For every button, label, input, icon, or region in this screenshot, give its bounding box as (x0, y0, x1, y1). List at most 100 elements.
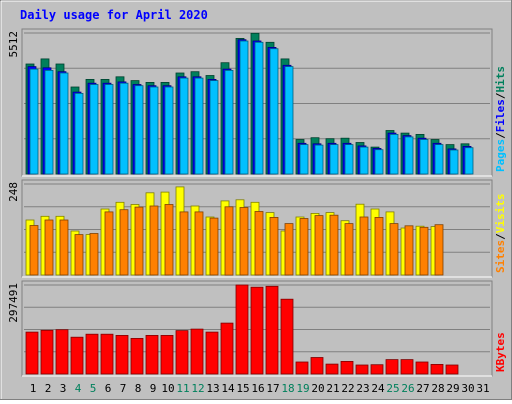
day-label-30: 30 (461, 382, 474, 395)
day-label-5: 5 (90, 382, 97, 395)
bar-pages-day-12 (194, 77, 204, 175)
bar-sites-day-25 (389, 223, 399, 276)
bar-pages-day-2 (44, 70, 54, 175)
bar-pages-day-5 (89, 84, 99, 175)
legend-pages: Pages (494, 139, 507, 172)
y-axis-max-label: 248 (7, 182, 20, 202)
bar-pages-day-29 (449, 149, 459, 175)
bar-pages-day-7 (119, 82, 129, 175)
day-label-17: 17 (266, 382, 279, 395)
bar-kbytes-day-13 (205, 331, 219, 375)
bar-kbytes-day-24 (370, 364, 384, 375)
bar-kbytes-day-22 (340, 360, 354, 375)
bar-kbytes-day-27 (415, 361, 429, 375)
bar-pages-day-25 (389, 133, 399, 175)
bar-sites-day-20 (314, 215, 324, 276)
day-label-26: 26 (401, 382, 414, 395)
bar-pages-day-21 (329, 144, 339, 175)
bar-pages-day-19 (299, 144, 309, 175)
legend-sites: Sites (494, 240, 507, 273)
day-axis-labels: 1 2 3 4 5 6 7 8 9 10 11 12 13 14 15 16 17 18 19 20 21 22 23 24 2… (30, 382, 490, 395)
day-label-28: 28 (431, 382, 444, 395)
bar-sites-day-16 (254, 211, 264, 276)
bar-pages-day-9 (149, 86, 159, 175)
bar-sites-day-21 (329, 214, 339, 276)
day-label-15: 15 (236, 382, 249, 395)
bar-sites-day-9 (149, 205, 159, 276)
day-label-12: 12 (191, 382, 204, 395)
bar-kbytes-day-21 (325, 363, 339, 375)
day-label-11: 11 (176, 382, 189, 395)
bar-kbytes-day-3 (55, 329, 69, 375)
day-label-20: 20 (311, 382, 324, 395)
day-label-4: 4 (75, 382, 82, 395)
bar-kbytes-day-8 (130, 337, 144, 375)
bar-kbytes-day-25 (385, 359, 399, 375)
panel-kbytes: 297491 KBytes (7, 280, 507, 377)
legend-hits: Hits (494, 66, 507, 93)
bar-pages-day-3 (59, 72, 69, 175)
bar-kbytes-day-12 (190, 328, 204, 375)
chart-panels: 5512Pages/Files/Hits248Sites/Visits29749… (7, 28, 507, 377)
day-label-14: 14 (221, 382, 235, 395)
bar-pages-day-4 (74, 93, 84, 175)
bar-pages-day-30 (464, 147, 474, 175)
day-label-1: 1 (30, 382, 37, 395)
bar-kbytes-day-1 (25, 331, 39, 375)
bar-sites-day-18 (284, 223, 294, 276)
bar-pages-day-28 (434, 144, 444, 175)
bar-sites-day-3 (59, 219, 69, 276)
bar-kbytes-day-15 (235, 284, 249, 375)
bar-pages-day-13 (209, 80, 219, 175)
bar-sites-day-13 (209, 217, 219, 276)
y-axis-max-label: 297491 (7, 283, 20, 323)
y-axis-max-label: 5512 (7, 31, 20, 58)
bar-pages-day-22 (344, 144, 354, 175)
bar-kbytes-day-18 (280, 298, 294, 375)
day-label-21: 21 (326, 382, 339, 395)
bar-pages-day-8 (134, 85, 144, 175)
bar-kbytes-day-23 (355, 364, 369, 375)
bar-pages-day-1 (29, 68, 39, 175)
bar-kbytes-day-6 (100, 333, 114, 375)
day-label-8: 8 (135, 382, 142, 395)
bar-sites-day-24 (374, 216, 384, 276)
bar-kbytes-day-5 (85, 333, 99, 375)
bar-kbytes-day-10 (160, 334, 174, 375)
bar-sites-day-26 (404, 225, 414, 276)
bar-sites-day-4 (74, 234, 84, 276)
day-label-6: 6 (105, 382, 112, 395)
bar-sites-day-7 (119, 209, 129, 276)
day-label-19: 19 (296, 382, 309, 395)
series-legend: KBytes (494, 332, 507, 372)
bar-sites-day-11 (179, 211, 189, 276)
bar-sites-day-15 (239, 207, 249, 276)
bar-kbytes-day-2 (40, 329, 54, 375)
day-label-22: 22 (341, 382, 354, 395)
day-label-2: 2 (45, 382, 52, 395)
bar-sites-day-6 (104, 211, 114, 276)
bar-pages-day-27 (419, 139, 429, 175)
series-legend: Pages/Files/Hits (494, 66, 507, 172)
day-label-7: 7 (120, 382, 127, 395)
bar-sites-day-2 (44, 219, 54, 276)
bar-kbytes-day-9 (145, 334, 159, 375)
bar-pages-day-15 (239, 40, 249, 175)
day-label-25: 25 (386, 382, 399, 395)
bar-pages-day-20 (314, 144, 324, 175)
day-label-18: 18 (281, 382, 294, 395)
bar-kbytes-day-7 (115, 334, 129, 375)
bar-pages-day-10 (164, 86, 174, 175)
day-label-31: 31 (476, 382, 489, 395)
bar-pages-day-18 (284, 66, 294, 175)
bar-sites-day-22 (344, 223, 354, 276)
bar-kbytes-day-17 (265, 285, 279, 375)
bar-sites-day-28 (434, 224, 444, 276)
day-label-23: 23 (356, 382, 369, 395)
bar-kbytes-day-19 (295, 361, 309, 375)
bar-sites-day-5 (89, 233, 99, 276)
bar-sites-day-8 (134, 206, 144, 276)
bar-sites-day-17 (269, 216, 279, 276)
bar-sites-day-27 (419, 226, 429, 276)
